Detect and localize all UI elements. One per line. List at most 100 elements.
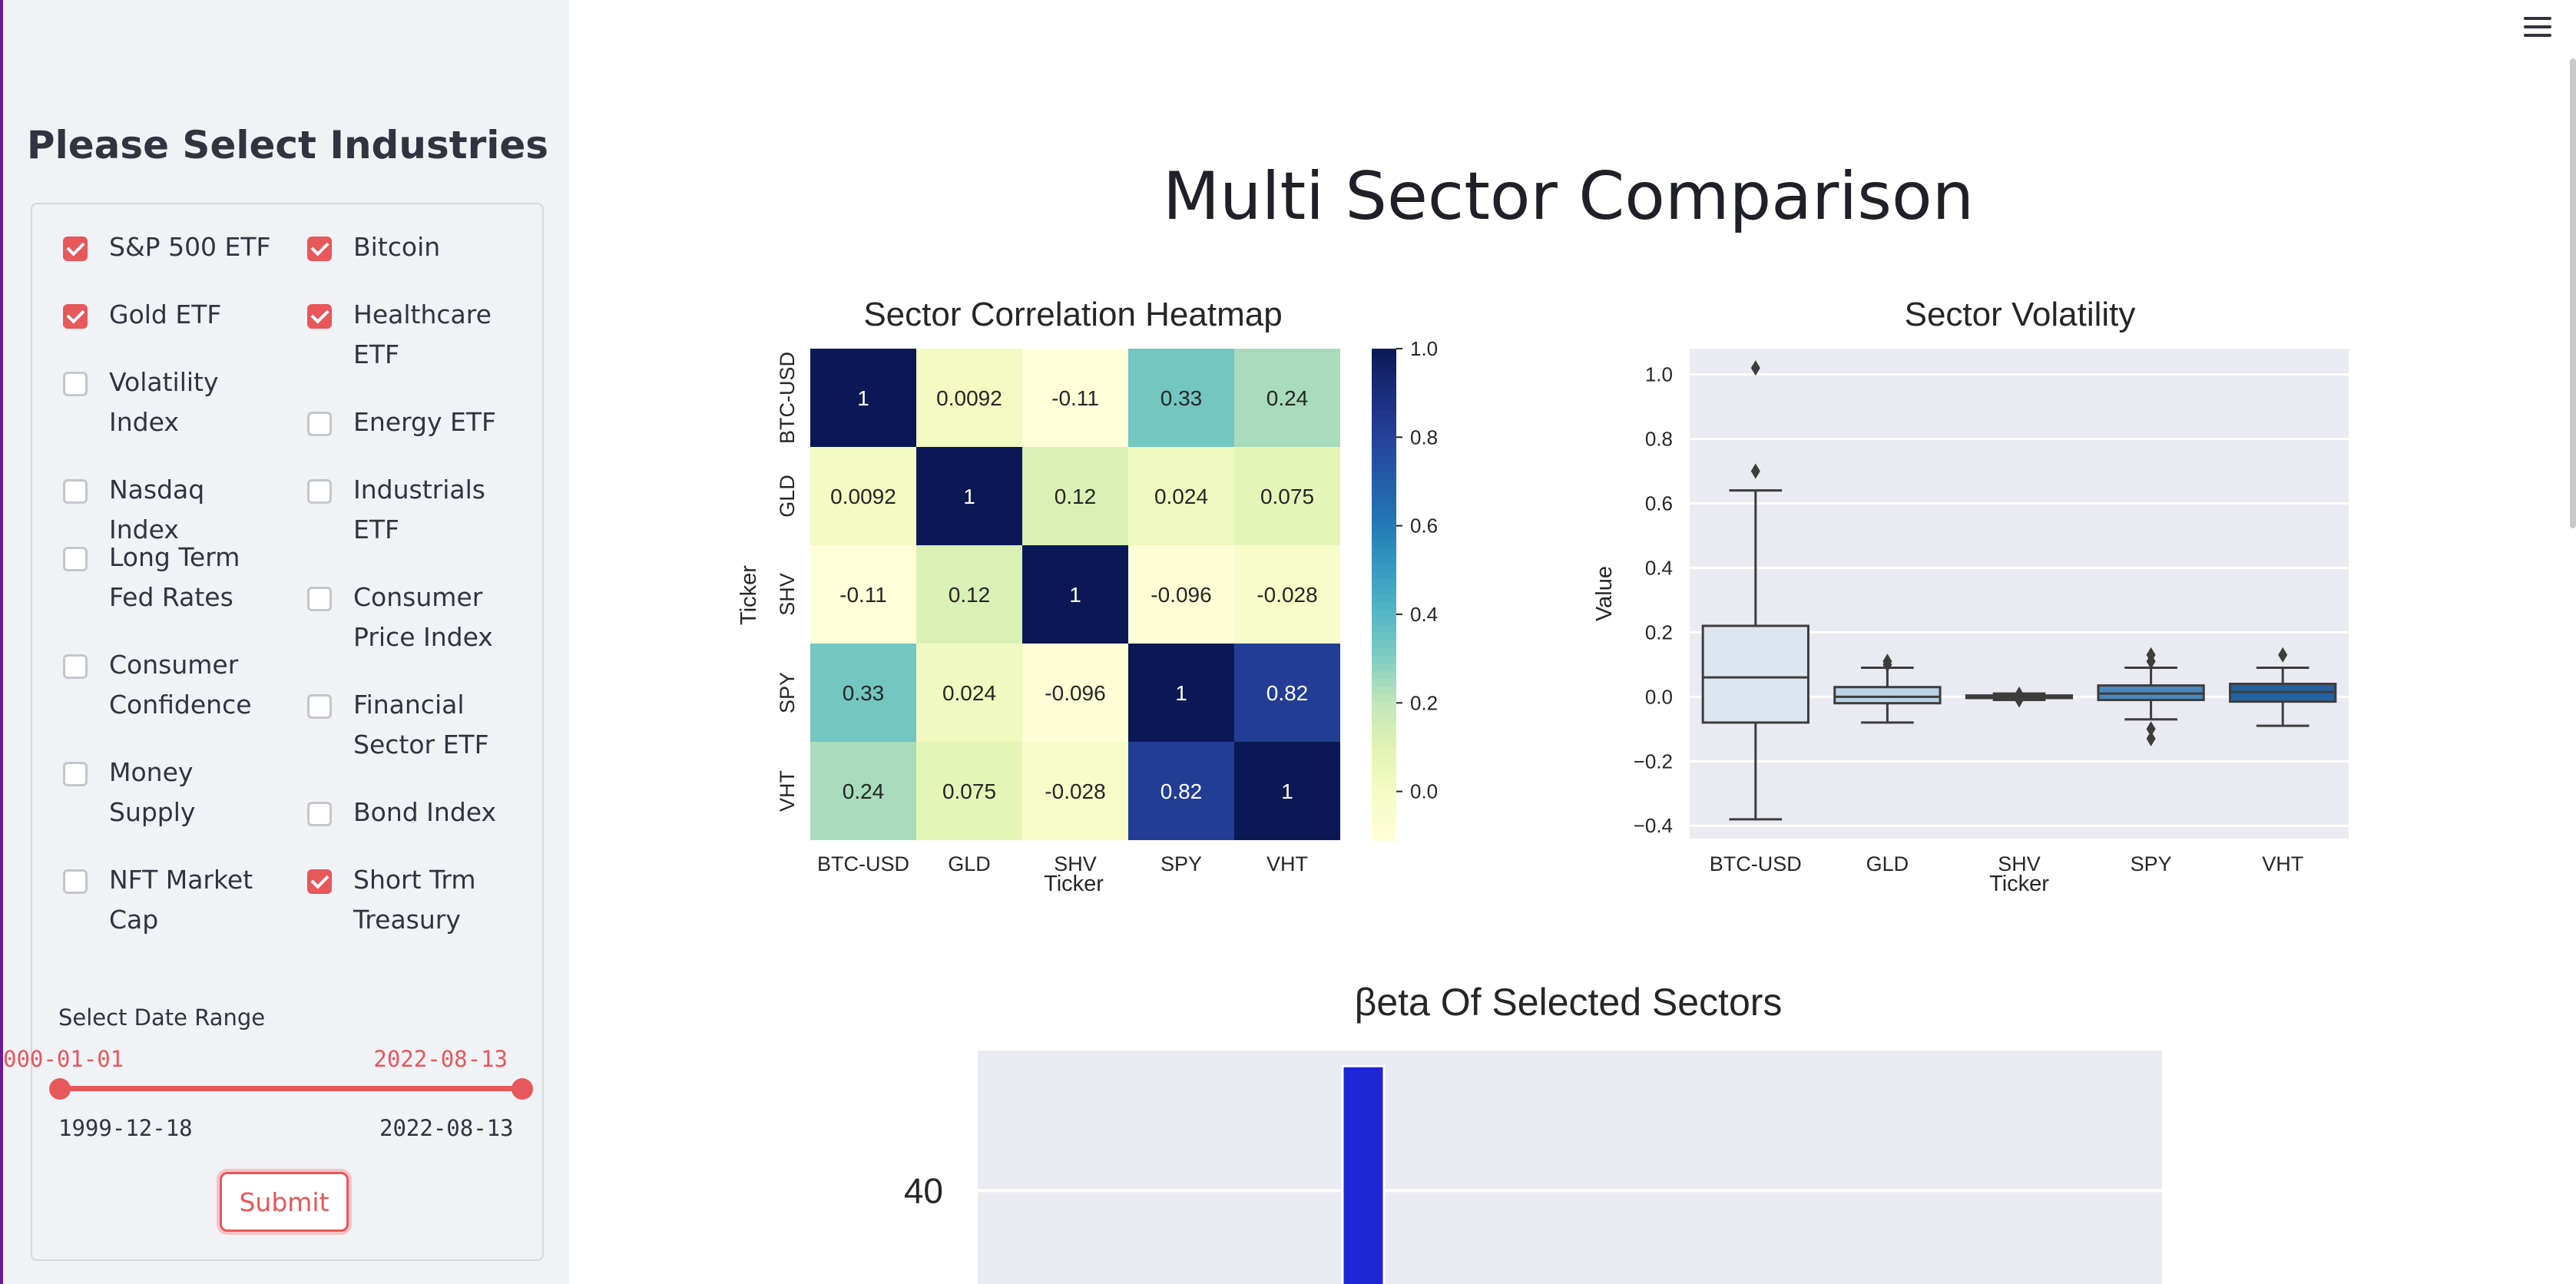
heatmap-cell (916, 349, 1022, 447)
heatmap-cell (916, 644, 1022, 742)
checkbox-energy-etf[interactable]: Energy ETF (307, 407, 522, 442)
heatmap-cell (1128, 447, 1234, 545)
checkbox-empty-icon[interactable] (63, 869, 88, 894)
boxplot-x-tick: GLD (1866, 852, 1909, 875)
heatmap-x-tick: SHV (1054, 852, 1097, 875)
checkbox-checked-icon[interactable] (63, 237, 88, 261)
colorbar-segment (1372, 633, 1396, 641)
heatmap-cell (916, 447, 1022, 545)
colorbar-segment (1372, 594, 1396, 603)
boxplot-x-tick: SHV (1998, 852, 2041, 875)
heatmap-cell-label: 0.24 (843, 779, 885, 803)
colorbar-segment (1372, 456, 1396, 465)
checkbox-empty-icon[interactable] (307, 479, 332, 504)
checkbox-label: Bond Index (353, 797, 497, 827)
heatmap-y-tick: VHT (776, 770, 799, 812)
colorbar-segment (1372, 832, 1396, 841)
checkbox-label: Energy ETF (353, 407, 497, 437)
checkbox-money-supply[interactable]: Money Supply (63, 757, 278, 832)
range-end-handle[interactable] (512, 1078, 533, 1100)
checkbox-checked-icon[interactable] (307, 237, 332, 261)
boxplot-y-tick: 0.2 (1645, 620, 1673, 644)
checkbox-checked-icon[interactable] (63, 304, 88, 329)
colorbar-segment (1372, 809, 1396, 818)
checkbox-checked-icon[interactable] (307, 304, 332, 329)
checkbox-consumer-confidence[interactable]: Consumer Confidence (63, 650, 278, 725)
heatmap-cell-label: 1 (1069, 583, 1081, 607)
checkbox-empty-icon[interactable] (307, 694, 332, 719)
checkbox-empty-icon[interactable] (63, 762, 88, 786)
heatmap-cell-label: 0.024 (1154, 485, 1208, 508)
checkbox-consumer-price-index[interactable]: Consumer Price Index (307, 582, 522, 657)
colorbar-segment (1372, 395, 1396, 403)
heatmap-cell-label: 0.024 (942, 681, 996, 705)
checkbox-nasdaq-index[interactable]: Nasdaq Index (63, 475, 278, 550)
hamburger-menu-icon[interactable] (2524, 17, 2551, 40)
colorbar-segment (1372, 464, 1396, 472)
colorbar-segment (1372, 710, 1396, 718)
heatmap-cell (1128, 349, 1234, 447)
correlation-heatmap: Sector Correlation Heatmap 1 0.0092 -0.11 0… (737, 296, 1438, 896)
checkbox-empty-icon[interactable] (307, 412, 332, 436)
range-min-label: 1999-12-18 (58, 1115, 193, 1141)
colorbar-segment (1372, 433, 1396, 442)
heatmap-title: Sector Correlation Heatmap (863, 296, 1282, 333)
boxplot-outlier (2146, 730, 2156, 746)
checkbox-long-term-fed-rates[interactable]: Long Term Fed Rates (63, 542, 278, 617)
colorbar-segment (1372, 786, 1396, 795)
colorbar-segment (1372, 402, 1396, 411)
colorbar-segment (1372, 648, 1396, 657)
colorbar-segment (1372, 372, 1396, 380)
checkbox-checked-icon[interactable] (307, 869, 332, 894)
heatmap-cell (1234, 742, 1340, 840)
range-start-handle[interactable] (49, 1078, 71, 1100)
colorbar-segment (1372, 548, 1396, 557)
date-range-slider[interactable] (58, 1086, 522, 1091)
heatmap-cell-label: -0.096 (1151, 583, 1211, 607)
colorbar-segment (1372, 495, 1396, 503)
checkbox-volatility-index[interactable]: Volatility Index (63, 367, 278, 442)
heatmap-cell-label: 0.12 (1055, 485, 1097, 508)
checkbox-gold-etf[interactable]: Gold ETF (63, 299, 278, 335)
submit-button[interactable]: Submit (220, 1172, 349, 1232)
colorbar-segment (1372, 625, 1396, 634)
colorbar-segment (1372, 802, 1396, 810)
checkbox-bitcoin[interactable]: Bitcoin (307, 232, 522, 267)
heatmap-cell-label: 1 (963, 485, 975, 508)
heatmap-cell-label: 0.075 (942, 779, 996, 803)
page-scrollbar[interactable] (2570, 58, 2576, 528)
colorbar-segment (1372, 448, 1396, 457)
checkbox-empty-icon[interactable] (307, 802, 332, 826)
colorbar-segment (1372, 817, 1396, 826)
checkbox-bond-index[interactable]: Bond Index (307, 797, 522, 832)
checkbox-short-trm-treasury[interactable]: Short Trm Treasury (307, 865, 522, 940)
heatmap-cell-label: 0.82 (1161, 779, 1203, 803)
checkbox-industrials-etf[interactable]: Industrials ETF (307, 475, 522, 550)
colorbar-segment (1372, 825, 1396, 833)
boxplot-y-tick: 0.4 (1645, 556, 1673, 579)
checkbox-empty-icon[interactable] (63, 654, 88, 679)
checkbox-empty-icon[interactable] (63, 479, 88, 504)
checkbox-label: Money Supply (109, 757, 196, 827)
boxplot-y-tick: −0.4 (1634, 814, 1673, 837)
colorbar-segment (1372, 356, 1396, 365)
checkbox-empty-icon[interactable] (63, 547, 88, 571)
checkbox-empty-icon[interactable] (307, 587, 332, 611)
checkbox-healthcare-etf[interactable]: Healthcare ETF (307, 299, 522, 375)
heatmap-cell-label: -0.11 (1051, 386, 1099, 410)
heatmap-cell-label: 1 (1281, 779, 1293, 803)
checkbox-s-p-500-etf[interactable]: S&P 500 ETF (63, 232, 278, 267)
colorbar-segment (1372, 472, 1396, 480)
beta-bar (1341, 1064, 1386, 1284)
checkbox-nft-market-cap[interactable]: NFT Market Cap (63, 865, 278, 940)
colorbar-tick-label: 0.0 (1410, 780, 1438, 803)
heatmap-cell-label: 1 (1175, 681, 1187, 705)
beta-plot-area (978, 1051, 2162, 1284)
colorbar-segment (1372, 410, 1396, 419)
checkbox-financial-sector-etf[interactable]: Financial Sector ETF (307, 690, 522, 765)
checkbox-empty-icon[interactable] (63, 372, 88, 396)
colorbar-segment (1372, 418, 1396, 426)
heatmap-cell-label: 0.24 (1266, 386, 1309, 410)
industry-form (31, 203, 544, 1261)
colorbar-segment (1372, 763, 1396, 772)
